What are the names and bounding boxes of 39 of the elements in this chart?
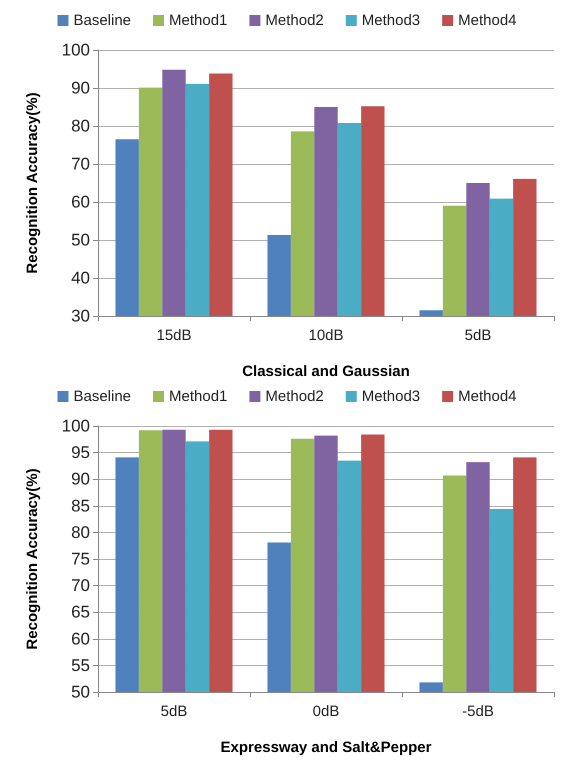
- y-tick-label: 85: [71, 496, 90, 516]
- y-tick-label: 50: [71, 682, 90, 702]
- legend-label: Baseline: [73, 388, 132, 405]
- x-axis-title: Expressway and Salt&Pepper: [220, 739, 432, 756]
- x-tick-label: 15dB: [156, 327, 192, 344]
- y-tick-label: 80: [71, 116, 90, 136]
- y-tick-label: 75: [71, 550, 90, 568]
- legend-label: Baseline: [73, 12, 132, 29]
- y-tick-label: 95: [71, 443, 90, 462]
- y-tick-label: 90: [71, 78, 90, 98]
- y-tick-label: 100: [62, 416, 90, 436]
- legend-label: Method1: [169, 388, 228, 405]
- y-tick-label: 50: [71, 230, 90, 250]
- y-tick-label: 55: [71, 656, 90, 675]
- x-axis-title: Classical and Gaussian: [242, 363, 410, 380]
- y-tick-label: 70: [71, 154, 90, 174]
- y-axis-title: Recognition Accuracy(%): [24, 468, 41, 650]
- legend-label: Method1: [169, 12, 228, 29]
- y-tick-label: 60: [71, 629, 90, 648]
- y-tick-label: 65: [71, 602, 90, 622]
- legend-label: Method3: [362, 12, 420, 29]
- x-tick-label: 5dB: [160, 703, 188, 720]
- x-tick-label: 0dB: [312, 703, 340, 720]
- legend-label: Method4: [458, 388, 517, 405]
- x-tick-label: -5dB: [462, 703, 494, 720]
- y-axis-title: Recognition Accuracy(%): [24, 92, 41, 274]
- y-tick-label: 40: [71, 268, 90, 288]
- y-tick-label: 80: [71, 522, 90, 542]
- y-tick-label: 60: [71, 192, 90, 212]
- y-tick-label: 90: [71, 470, 90, 489]
- legend-label: Method3: [362, 388, 420, 405]
- legend-label: Method2: [265, 12, 324, 29]
- x-tick-label: 5dB: [464, 327, 492, 344]
- x-tick-label: 10dB: [308, 327, 344, 344]
- y-tick-label: 70: [71, 576, 90, 596]
- legend-label: Method2: [265, 388, 324, 405]
- legend-label: Method4: [458, 12, 517, 29]
- y-tick-label: 100: [62, 40, 90, 60]
- y-tick-label: 30: [71, 306, 90, 326]
